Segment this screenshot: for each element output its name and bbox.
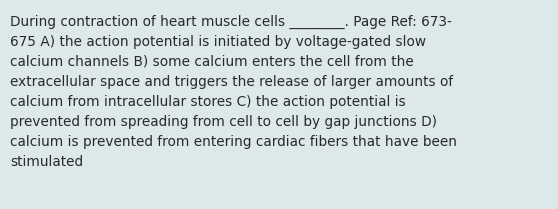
Text: During contraction of heart muscle cells ________. Page Ref: 673-
675 A) the act: During contraction of heart muscle cells… xyxy=(10,15,457,169)
